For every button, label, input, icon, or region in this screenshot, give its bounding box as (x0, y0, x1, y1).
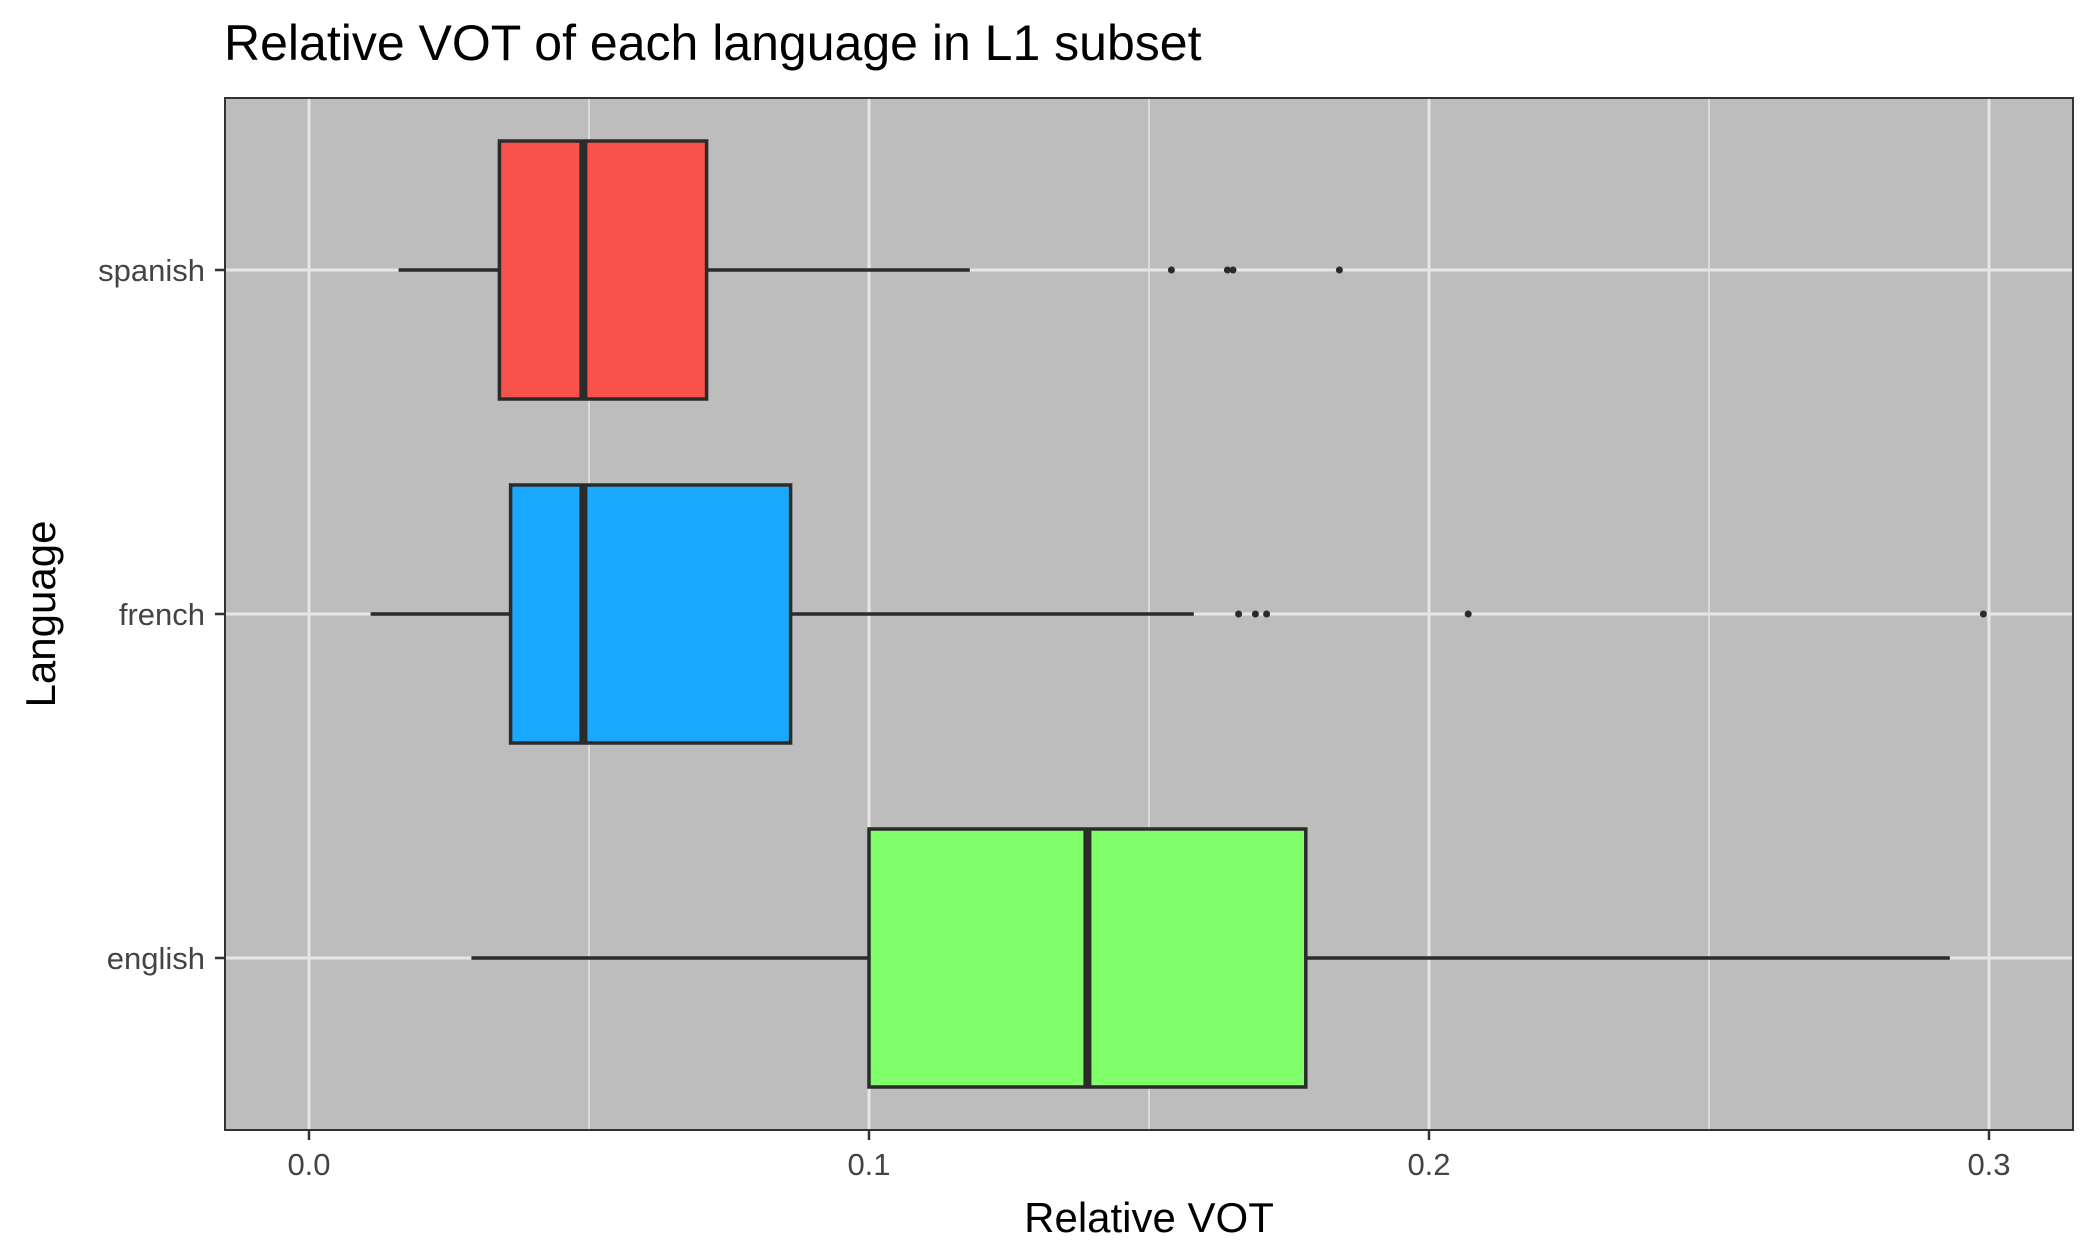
x-axis-title: Relative VOT (1024, 1194, 1274, 1241)
y-axis-title: Language (17, 521, 64, 708)
x-tick-label: 0.1 (847, 1147, 890, 1182)
outlier-point-french (1263, 610, 1271, 618)
x-tick-label: 0.0 (287, 1147, 330, 1182)
outlier-point-spanish (1229, 266, 1237, 274)
box-french (508, 483, 793, 745)
x-tick-label: 0.3 (1967, 1147, 2010, 1182)
outlier-point-french (1979, 610, 1987, 618)
y-tick-label: french (119, 597, 205, 632)
outlier-point-spanish (1223, 266, 1231, 274)
y-tick-label: english (107, 941, 205, 976)
outlier-point-french (1235, 610, 1243, 618)
outlier-point-spanish (1167, 266, 1175, 274)
outlier-point-french (1464, 610, 1472, 618)
box-spanish (497, 139, 709, 401)
outlier-point-french (1251, 610, 1259, 618)
y-tick-label: spanish (98, 253, 205, 288)
chart-title: Relative VOT of each language in L1 subs… (224, 15, 1202, 71)
outlier-point-spanish (1335, 266, 1343, 274)
x-tick-label: 0.2 (1407, 1147, 1450, 1182)
